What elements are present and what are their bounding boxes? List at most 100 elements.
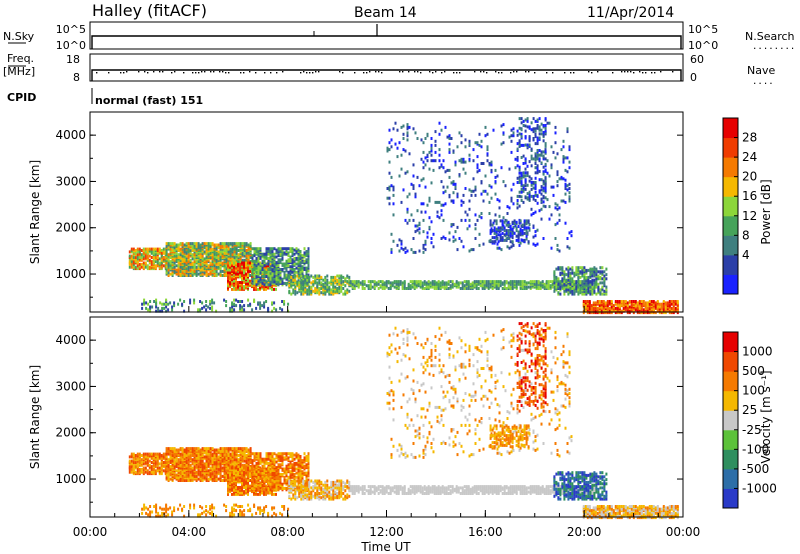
power-cell bbox=[566, 188, 569, 192]
power-cell bbox=[243, 276, 245, 280]
power-cell bbox=[287, 247, 290, 251]
power-cell bbox=[518, 139, 521, 143]
velocity-cell bbox=[187, 447, 190, 451]
power-cell bbox=[155, 305, 158, 309]
power-cell bbox=[386, 196, 389, 200]
power-cell bbox=[466, 227, 469, 231]
power-cell bbox=[426, 153, 429, 157]
power-cell bbox=[464, 218, 467, 222]
power-cell bbox=[512, 202, 515, 206]
power-cell bbox=[312, 289, 315, 293]
power-cell bbox=[563, 274, 566, 278]
power-cell bbox=[472, 177, 475, 181]
power-cell bbox=[532, 127, 535, 131]
power-cell bbox=[486, 159, 489, 163]
power-cell bbox=[544, 189, 547, 193]
velocity-cell bbox=[167, 467, 170, 471]
power-cell bbox=[201, 268, 204, 272]
power-cell bbox=[213, 261, 216, 265]
colorbar-segment bbox=[723, 118, 738, 139]
power-cell bbox=[288, 274, 291, 278]
power-cell bbox=[545, 280, 548, 284]
freq-point bbox=[282, 71, 284, 73]
power-cell bbox=[330, 291, 333, 295]
power-cell bbox=[432, 245, 435, 249]
power-cell bbox=[599, 270, 602, 274]
power-cell bbox=[450, 199, 453, 203]
velocity-cell bbox=[199, 467, 202, 471]
colorbar-segment bbox=[723, 215, 738, 236]
velocity-cell bbox=[134, 454, 137, 457]
power-cell bbox=[503, 233, 506, 237]
power-cell bbox=[269, 286, 271, 290]
power-cell bbox=[507, 236, 510, 240]
power-cell bbox=[203, 250, 206, 254]
power-cell bbox=[512, 127, 515, 131]
power-cell bbox=[169, 242, 172, 246]
power-cell bbox=[540, 122, 543, 126]
power-cell bbox=[215, 247, 218, 251]
power-cell bbox=[652, 300, 655, 303]
power-cell bbox=[328, 285, 331, 289]
power-cell bbox=[302, 274, 305, 278]
power-cell bbox=[265, 275, 268, 278]
power-cell bbox=[193, 260, 196, 264]
power-cell bbox=[203, 267, 206, 271]
power-cell bbox=[603, 274, 606, 278]
velocity-cell bbox=[144, 470, 147, 474]
power-cell bbox=[255, 275, 258, 278]
power-cell bbox=[292, 278, 295, 282]
velocity-cell bbox=[191, 449, 194, 453]
power-cell bbox=[303, 259, 306, 263]
power-cell bbox=[136, 253, 139, 257]
power-cell bbox=[209, 242, 212, 246]
power-cell bbox=[275, 248, 278, 252]
power-cell bbox=[536, 139, 539, 143]
power-cell bbox=[524, 171, 527, 175]
power-cell bbox=[247, 304, 250, 308]
power-cell bbox=[441, 280, 444, 284]
power-cell bbox=[399, 282, 402, 286]
power-cell bbox=[293, 268, 296, 271]
power-cell bbox=[589, 280, 592, 284]
power-cell bbox=[468, 218, 471, 222]
freq-point bbox=[573, 72, 575, 74]
power-cell bbox=[132, 260, 135, 264]
power-cell bbox=[219, 242, 222, 246]
power-cell bbox=[185, 267, 188, 271]
power-cell bbox=[146, 267, 149, 271]
power-cell bbox=[525, 226, 528, 230]
power-cell bbox=[526, 117, 529, 121]
power-cell bbox=[340, 289, 343, 293]
power-cell bbox=[442, 203, 445, 207]
power-cell bbox=[141, 306, 144, 310]
power-cell bbox=[390, 145, 393, 149]
power-cell bbox=[512, 225, 515, 229]
power-cell bbox=[307, 281, 310, 285]
power-cell bbox=[593, 270, 596, 274]
y-tick-label: 2000 bbox=[55, 221, 86, 235]
power-cell bbox=[269, 247, 272, 251]
power-cell bbox=[448, 231, 451, 235]
power-cell bbox=[235, 298, 238, 302]
power-cell bbox=[247, 279, 249, 283]
power-cell bbox=[255, 247, 258, 251]
power-cell bbox=[518, 243, 521, 247]
power-cell bbox=[513, 219, 516, 223]
power-cell bbox=[359, 281, 362, 285]
power-cell bbox=[187, 256, 190, 259]
power-cell bbox=[298, 274, 301, 278]
power-cell bbox=[167, 268, 170, 272]
power-cell bbox=[540, 207, 543, 211]
power-cell bbox=[566, 127, 569, 131]
power-cell bbox=[392, 185, 395, 189]
power-cell bbox=[605, 285, 608, 289]
power-cell bbox=[544, 196, 547, 200]
power-cell bbox=[255, 306, 258, 310]
power-cell bbox=[130, 257, 133, 261]
freq-point bbox=[420, 72, 422, 74]
power-cell bbox=[487, 285, 490, 289]
power-cell bbox=[570, 230, 573, 234]
velocity-cell bbox=[136, 452, 139, 456]
power-cell bbox=[283, 270, 286, 274]
